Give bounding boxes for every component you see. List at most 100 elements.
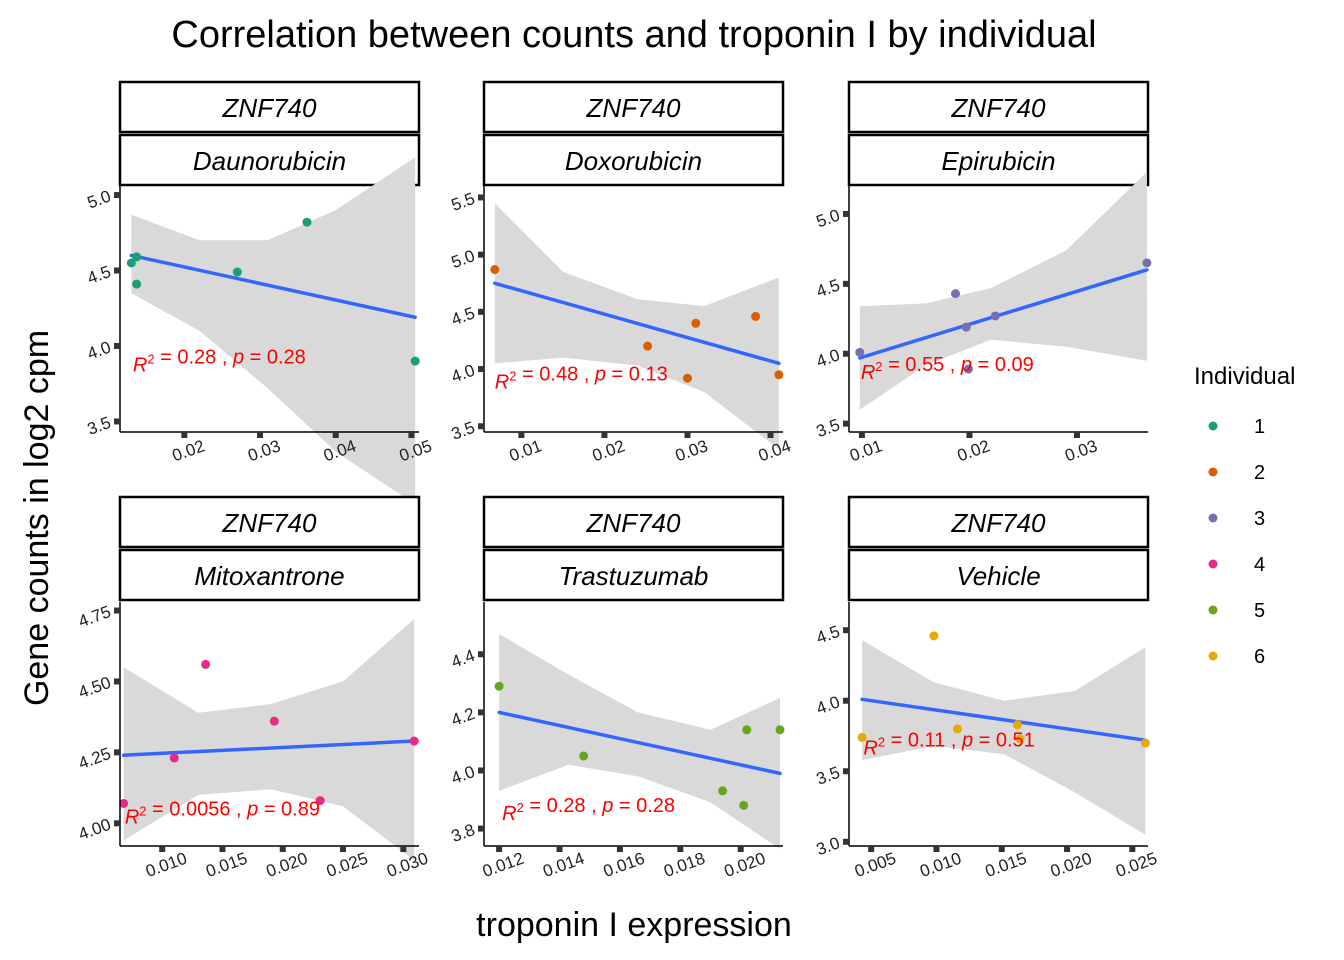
x-tick-label: 0.015 — [203, 849, 249, 881]
x-tick-label: 0.012 — [480, 849, 526, 881]
y-tick-mark — [478, 194, 484, 201]
data-point — [1142, 258, 1152, 268]
y-tick-mark — [843, 768, 849, 775]
legend-swatch — [1208, 605, 1218, 615]
y-tick-label: 4.0 — [449, 762, 478, 788]
x-tick-label: 0.016 — [601, 849, 647, 881]
facet-panel-epirubicin: ZNF740 Epirubicin R2 = 0.55 , p = 0.09 3.5 4… — [814, 80, 1152, 465]
x-tick-label: 0.02 — [955, 436, 993, 465]
x-tick-label: 0.015 — [983, 849, 1029, 881]
data-point — [751, 311, 761, 321]
y-tick-label: 3.5 — [814, 763, 843, 789]
y-tick-label: 4.50 — [76, 673, 114, 702]
stats-annotation: R2 = 0.28 , p = 0.28 — [133, 347, 306, 377]
strip-treatment-label: Epirubicin — [941, 146, 1055, 176]
data-point — [952, 724, 962, 734]
legend-label: 4 — [1254, 554, 1265, 576]
y-tick-label: 4.5 — [814, 275, 843, 301]
data-point — [201, 659, 211, 669]
y-tick-mark — [843, 350, 849, 357]
strip-gene-label: ZNF740 — [222, 93, 317, 123]
legend-swatch — [1208, 513, 1218, 523]
x-tick-label: 0.025 — [1113, 849, 1159, 881]
x-tick-mark — [933, 846, 940, 852]
strip-gene-label: ZNF740 — [586, 508, 681, 538]
regression-line — [858, 268, 1149, 360]
legend-label: 1 — [1254, 416, 1265, 438]
y-tick-mark — [843, 280, 849, 287]
data-point — [302, 217, 312, 227]
y-tick-label: 3.8 — [449, 820, 478, 846]
data-point — [494, 681, 504, 691]
legend-title: Individual — [1194, 363, 1295, 390]
x-tick-label: 0.02 — [170, 436, 208, 465]
x-tick-label: 0.005 — [852, 849, 898, 881]
x-tick-mark — [684, 432, 691, 438]
strip-treatment-label: Daunorubicin — [193, 146, 346, 176]
y-tick-label: 3.5 — [449, 418, 478, 444]
y-tick-label: 4.5 — [814, 622, 843, 648]
x-tick-label: 0.020 — [264, 849, 310, 881]
stats-annotation: R2 = 0.0056 , p = 0.89 — [125, 798, 320, 828]
confidence-band — [494, 203, 779, 450]
y-tick-label: 4.25 — [76, 744, 114, 773]
data-point — [775, 725, 785, 735]
data-point — [929, 631, 939, 641]
y-tick-mark — [843, 627, 849, 634]
legend-label: 3 — [1254, 508, 1265, 530]
y-tick-mark — [478, 651, 484, 658]
x-tick-mark — [616, 846, 623, 852]
regression-line — [493, 281, 781, 366]
legend: Individual 1 2 3 4 5 6 — [1194, 363, 1295, 668]
y-tick-mark — [843, 420, 849, 427]
stats-annotation: R2 = 0.28 , p = 0.28 — [502, 795, 675, 825]
data-point — [232, 267, 242, 277]
x-tick-mark — [279, 846, 286, 852]
strip-gene-label: ZNF740 — [586, 93, 681, 123]
facet-panel-daunorubicin: ZNF740 Daunorubicin R2 = 0.28 , p = 0.28 3.… — [85, 80, 434, 505]
strip-gene-label: ZNF740 — [222, 508, 317, 538]
y-tick-mark — [114, 418, 120, 425]
data-point — [682, 373, 692, 383]
y-tick-label: 4.00 — [76, 815, 114, 844]
x-tick-label: 0.020 — [722, 849, 768, 881]
y-axis-title: Gene counts in log2 cpm — [18, 330, 56, 706]
y-tick-mark — [478, 251, 484, 258]
y-tick-mark — [478, 709, 484, 716]
x-tick-label: 0.03 — [1062, 436, 1100, 465]
strip-gene-label: ZNF740 — [951, 508, 1046, 538]
x-tick-label: 0.04 — [756, 436, 794, 465]
x-tick-mark — [556, 846, 563, 852]
legend-label: 2 — [1254, 462, 1265, 484]
y-tick-label: 3.5 — [814, 415, 843, 441]
y-tick-label: 4.4 — [449, 646, 478, 672]
data-point — [269, 716, 279, 726]
strip-gene-box — [482, 495, 785, 549]
y-tick-label: 5.5 — [449, 189, 478, 215]
y-tick-mark — [478, 366, 484, 373]
y-tick-label: 4.75 — [76, 602, 114, 631]
x-tick-mark — [998, 846, 1005, 852]
regression-line — [497, 710, 782, 776]
strip-treatment-box — [482, 548, 785, 602]
strip-gene-box — [847, 495, 1150, 549]
confidence-band — [123, 619, 415, 861]
legend-item-2: 2 — [1208, 462, 1265, 484]
x-tick-label: 0.010 — [917, 849, 963, 881]
y-tick-mark — [478, 308, 484, 315]
x-tick-label: 0.03 — [245, 436, 283, 465]
data-point — [643, 341, 653, 351]
facet-panel-trastuzumab: ZNF740 Trastuzumab R2 = 0.28 , p = 0.28 3.8… — [449, 495, 785, 881]
legend-swatch — [1208, 421, 1218, 431]
data-point — [990, 311, 1000, 321]
strip-treatment-label: Vehicle — [956, 561, 1040, 591]
data-point — [742, 725, 752, 735]
x-tick-label: 0.01 — [847, 436, 885, 465]
x-tick-mark — [601, 432, 608, 438]
data-point — [774, 370, 784, 380]
data-point — [691, 318, 701, 328]
strip-treatment-box — [118, 548, 421, 602]
data-point — [718, 786, 728, 796]
y-tick-mark — [114, 192, 120, 199]
data-point — [857, 732, 867, 742]
